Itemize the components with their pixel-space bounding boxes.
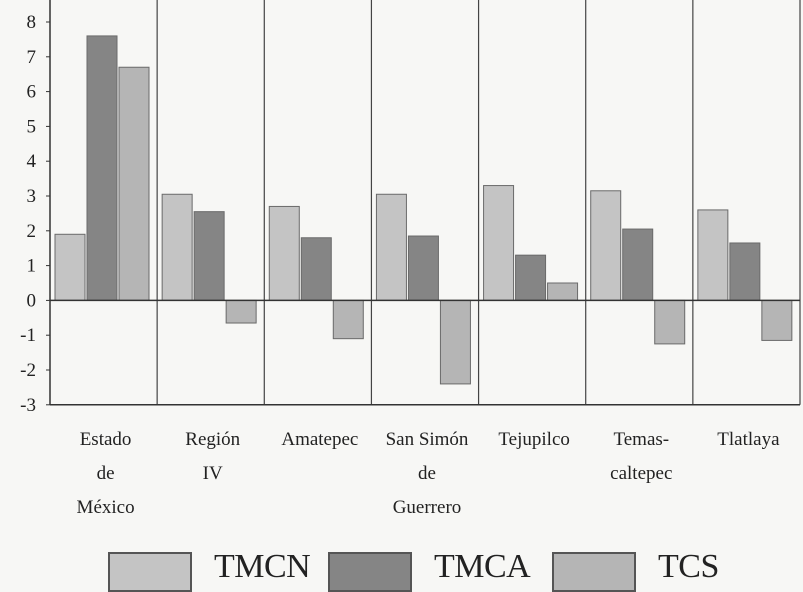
- bar-tmcn: [483, 185, 515, 301]
- legend-swatch-tmcn: [108, 552, 192, 592]
- bar-tcs: [332, 299, 364, 340]
- bar-tmcn: [375, 193, 407, 301]
- bar-tmcn: [268, 205, 300, 301]
- legend-label-tcs: TCS: [658, 548, 719, 585]
- bar-tcs: [547, 282, 579, 301]
- y-tick-label: 2: [27, 221, 37, 242]
- bar-tcs: [118, 66, 150, 301]
- legend-swatch-tmca: [328, 552, 412, 592]
- y-tick-label: 6: [27, 82, 37, 103]
- y-tick-label: 3: [27, 186, 37, 207]
- y-tick-label: -1: [20, 325, 36, 346]
- y-tick-label: 4: [27, 151, 37, 172]
- category-label: Región: [185, 429, 240, 450]
- legend-item-tcs: TCS: [552, 548, 719, 592]
- y-tick-label: -2: [20, 360, 36, 381]
- category-label: Amatepec: [281, 429, 358, 450]
- bar-tcs: [439, 299, 471, 385]
- bar-tmca: [407, 235, 439, 301]
- bar-tcs: [654, 299, 686, 345]
- bar-tmca: [729, 242, 761, 301]
- bars: [54, 35, 793, 385]
- bar-tmcn: [161, 193, 193, 301]
- category-label: México: [77, 497, 135, 518]
- bar-tmca: [622, 228, 654, 301]
- legend-label-tmcn: TMCN: [214, 548, 311, 585]
- legend-label-tmca: TMCA: [434, 548, 531, 585]
- category-labels: Estado de México Región IV Amatepec San Simón d…: [77, 429, 781, 518]
- category-label: IV: [203, 463, 223, 484]
- bar-tmca: [515, 254, 547, 301]
- y-tick-label: -3: [20, 395, 36, 416]
- category-separators: [156, 0, 801, 405]
- bar-tcs: [761, 299, 793, 341]
- y-tick-label: 8: [27, 12, 37, 33]
- y-axis-ticks: 8 7 6 5 4 3 2 1 0 -1 -2 -3: [20, 12, 50, 416]
- category-label: Tejupilco: [498, 429, 569, 450]
- bar-chart: 8 7 6 5 4 3 2 1 0 -1 -2 -3 Estado de México Región IV Am…: [20, 0, 801, 518]
- category-label: Estado: [80, 429, 132, 450]
- axes: [49, 0, 800, 406]
- category-label: San Simón: [386, 429, 469, 450]
- y-tick-label: 1: [27, 256, 37, 277]
- bar-tcs: [225, 299, 257, 324]
- category-label: de: [97, 463, 115, 484]
- legend-item-tmca: TMCA: [328, 548, 531, 592]
- category-label: Guerrero: [393, 497, 462, 518]
- legend: TMCN TMCA TCS: [0, 540, 803, 592]
- category-label: caltepec: [610, 463, 672, 484]
- legend-swatch-tcs: [552, 552, 636, 592]
- bar-tmcn: [697, 209, 729, 301]
- y-tick-label: 5: [27, 116, 37, 137]
- bar-tmcn: [590, 190, 622, 301]
- bar-tmca: [193, 211, 225, 301]
- category-label: Tlatlaya: [717, 429, 780, 450]
- y-tick-label: 0: [27, 290, 37, 311]
- y-tick-label: 7: [27, 47, 37, 68]
- bar-tmcn: [54, 233, 86, 301]
- category-label: de: [418, 463, 436, 484]
- bar-tmca: [86, 35, 118, 301]
- category-label: Temas-: [613, 429, 669, 450]
- legend-item-tmcn: TMCN: [108, 548, 311, 592]
- bar-tmca: [300, 237, 332, 301]
